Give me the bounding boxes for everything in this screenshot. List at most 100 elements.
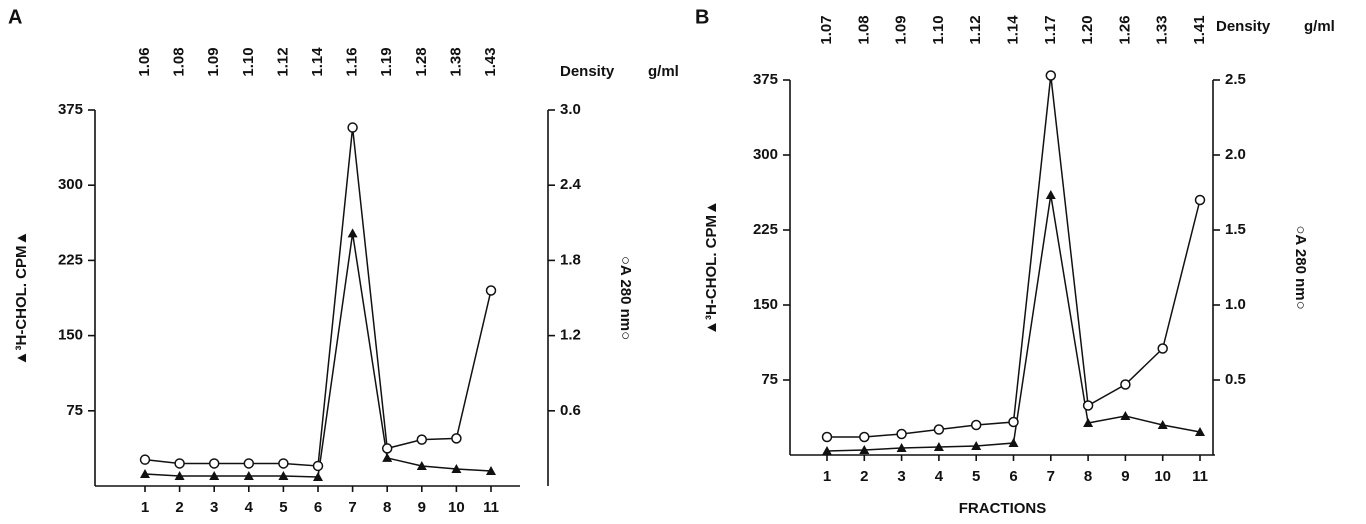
top-label: 1.26 — [1116, 15, 1133, 44]
y2-tick-label: 1.2 — [560, 327, 581, 344]
top-label: 1.12 — [274, 47, 291, 76]
circle-marker — [347, 122, 358, 133]
triangle-marker — [971, 441, 982, 450]
x-axis-label: FRACTIONS — [959, 500, 1047, 517]
y2-tick-label: 2.0 — [1225, 146, 1246, 163]
y2-tick-label: 2.4 — [560, 176, 582, 193]
y2-tick-label: 2.5 — [1225, 71, 1246, 88]
top-label: 1.33 — [1154, 15, 1171, 44]
top-label: 1.08 — [171, 47, 188, 76]
y2-axis-label: ○A 280 nm○ — [617, 256, 634, 340]
y-tick-label: 75 — [761, 371, 778, 388]
triangle-marker — [347, 228, 358, 238]
series-line — [144, 233, 492, 478]
x-tick-label: 9 — [1121, 468, 1129, 485]
x-tick-label: 9 — [418, 499, 426, 516]
y-tick-label: 300 — [58, 176, 83, 193]
circle-marker — [1194, 194, 1206, 206]
top-label: 1.41 — [1191, 15, 1208, 44]
triangle-marker — [416, 460, 427, 470]
circle-marker — [243, 458, 255, 469]
circle-marker — [1008, 416, 1019, 428]
top-label: 1.10 — [930, 15, 947, 44]
circle-marker — [1045, 70, 1057, 81]
x-tick-label: 11 — [1192, 468, 1208, 485]
triangle-marker — [278, 470, 289, 480]
x-tick-label: 6 — [1009, 468, 1017, 485]
x-tick-label: 5 — [972, 468, 980, 485]
circle-marker — [1157, 343, 1168, 354]
circle-marker — [933, 424, 945, 435]
y-tick-label: 150 — [753, 296, 778, 313]
panel-letter: A — [8, 6, 22, 28]
top-label: 1.09 — [205, 47, 222, 76]
top-label: 1.09 — [893, 15, 910, 44]
triangle-marker — [140, 468, 150, 478]
x-tick-label: 2 — [175, 499, 183, 516]
x-tick-label: 4 — [935, 468, 944, 485]
top-label: 1.07 — [818, 15, 835, 44]
series-line — [144, 127, 492, 467]
series-line — [826, 194, 1201, 452]
triangle-marker — [822, 446, 832, 455]
triangle-marker — [451, 463, 462, 473]
x-tick-label: 1 — [141, 499, 149, 516]
x-tick-label: 3 — [210, 499, 218, 516]
triangle-marker — [1120, 411, 1131, 420]
circle-marker — [821, 431, 833, 443]
top-label: 1.17 — [1042, 15, 1059, 44]
y2-axis-label: ○A 280 nm○ — [1292, 225, 1309, 309]
top-label: 1.38 — [447, 47, 464, 76]
y2-tick-label: 0.5 — [1225, 371, 1246, 388]
series-line — [827, 75, 1201, 438]
top-label: 1.12 — [967, 15, 984, 44]
triangle-marker — [1195, 427, 1205, 436]
x-tick-label: 3 — [897, 468, 905, 485]
triangle-marker — [1083, 418, 1094, 427]
top-label: 1.14 — [1004, 15, 1021, 45]
triangle-marker — [1157, 420, 1168, 429]
circle-marker — [1120, 379, 1131, 390]
panel-letter: B — [695, 6, 709, 28]
x-tick-label: 10 — [448, 499, 465, 516]
top-label: 1.14 — [309, 47, 326, 77]
triangle-marker — [486, 465, 496, 475]
y-tick-label: 300 — [753, 146, 778, 163]
top-label: 1.10 — [240, 47, 257, 76]
top-axis-label: Density — [560, 63, 615, 80]
x-tick-label: 1 — [823, 468, 831, 485]
top-label: 1.16 — [344, 47, 361, 76]
top-label: 1.19 — [378, 47, 395, 76]
top-label: 1.20 — [1079, 15, 1096, 44]
y-tick-label: 225 — [753, 221, 778, 238]
top-axis-unit: g/ml — [648, 63, 679, 80]
x-tick-label: 5 — [279, 499, 287, 516]
x-tick-label: 8 — [1084, 468, 1092, 485]
top-label: 1.06 — [136, 47, 153, 76]
top-axis-unit: g/ml — [1304, 18, 1335, 35]
circle-marker — [278, 458, 289, 469]
x-tick-label: 11 — [483, 499, 499, 516]
triangle-marker — [1008, 438, 1019, 447]
y-tick-label: 375 — [753, 71, 778, 88]
y-tick-label: 375 — [58, 101, 83, 118]
circle-marker — [896, 428, 907, 440]
top-axis-label: Density — [1216, 18, 1271, 35]
y2-tick-label: 1.5 — [1225, 221, 1246, 238]
circle-marker — [859, 431, 870, 443]
y2-tick-label: 3.0 — [560, 101, 581, 118]
x-tick-label: 10 — [1154, 468, 1171, 485]
y2-tick-label: 0.6 — [560, 402, 581, 419]
y-axis-label: ▲³H-CHOL. CPM▲ — [13, 231, 30, 366]
triangle-marker — [209, 470, 220, 480]
triangle-marker — [859, 445, 870, 454]
circle-marker — [416, 434, 428, 445]
y-tick-label: 150 — [58, 327, 83, 344]
circle-marker — [970, 419, 982, 431]
circle-marker — [312, 460, 324, 472]
y2-tick-label: 1.8 — [560, 251, 581, 268]
y-tick-label: 225 — [58, 251, 83, 268]
y2-tick-label: 1.0 — [1225, 296, 1246, 313]
triangle-marker — [933, 442, 944, 451]
